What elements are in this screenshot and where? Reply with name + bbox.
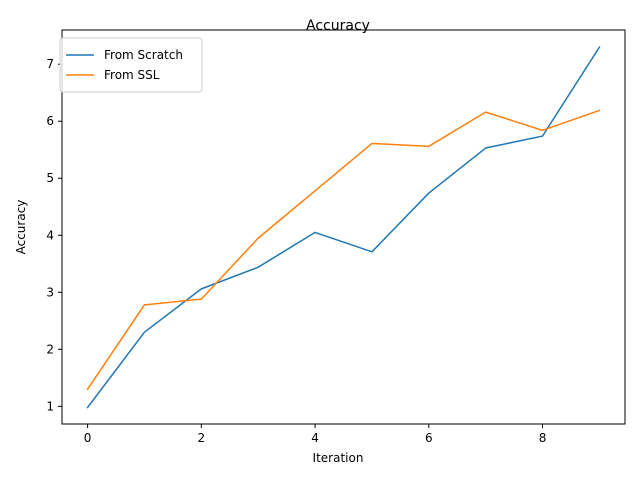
x-tick-label: 2 <box>198 431 206 445</box>
x-axis-ticks: 0 2 4 6 8 <box>84 424 547 445</box>
y-tick-label: 7 <box>46 57 54 71</box>
legend-label-1: From Scratch <box>104 48 183 62</box>
axes-frame <box>61 29 626 425</box>
chart-title: Accuracy <box>306 18 370 34</box>
y-tick-label: 3 <box>46 285 54 299</box>
y-tick-label: 1 <box>46 399 54 413</box>
legend: From Scratch From SSL <box>59 37 203 93</box>
x-tick-label: 8 <box>539 431 547 445</box>
y-axis-label: Accuracy <box>14 200 28 255</box>
x-axis-label: Iteration <box>313 451 364 465</box>
plot-area <box>86 46 601 409</box>
y-tick-label: 6 <box>46 114 54 128</box>
y-tick-label: 5 <box>46 171 54 185</box>
x-tick-label: 6 <box>425 431 433 445</box>
series-line-1 <box>86 46 601 409</box>
legend-box <box>59 37 203 93</box>
legend-label-2: From SSL <box>104 68 160 82</box>
y-tick-label: 4 <box>46 228 54 242</box>
y-axis-ticks: 1 2 3 4 5 6 7 <box>46 57 62 413</box>
x-tick-label: 4 <box>311 431 319 445</box>
y-tick-label: 2 <box>46 342 54 356</box>
x-tick-label: 0 <box>84 431 92 445</box>
series-line-2 <box>86 109 601 391</box>
